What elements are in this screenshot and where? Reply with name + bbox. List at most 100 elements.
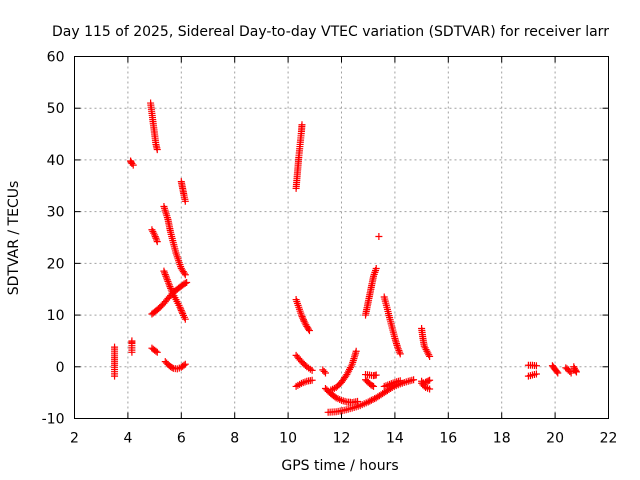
series-arc-10 bbox=[161, 358, 189, 373]
data-point-plus bbox=[566, 367, 574, 375]
x-tick-label: 16 bbox=[439, 431, 457, 447]
y-tick-label: 60 bbox=[47, 50, 65, 66]
data-point-plus bbox=[163, 274, 171, 282]
series-arc-25 bbox=[380, 377, 404, 390]
y-axis-label: SDTVAR / TECUs bbox=[6, 181, 22, 296]
data-point-plus bbox=[305, 327, 313, 335]
data-point-plus bbox=[570, 363, 578, 371]
data-point-plus bbox=[111, 372, 119, 380]
data-point-plus bbox=[183, 278, 191, 286]
data-point-plus bbox=[161, 269, 169, 277]
data-point-plus bbox=[165, 281, 173, 289]
x-tick-label: 8 bbox=[230, 431, 239, 447]
x-tick-label: 14 bbox=[386, 431, 404, 447]
data-point-plus bbox=[320, 367, 328, 375]
data-point-plus bbox=[150, 229, 158, 237]
data-point-plus bbox=[532, 362, 540, 370]
series-arc-05 bbox=[148, 226, 161, 246]
data-point-plus bbox=[181, 271, 189, 279]
series-arc-16 bbox=[319, 366, 329, 377]
series-arc-11 bbox=[177, 178, 189, 205]
data-point-plus bbox=[181, 315, 189, 323]
x-tick-label: 22 bbox=[600, 431, 618, 447]
x-tick-label: 2 bbox=[70, 431, 79, 447]
series-arc-28 bbox=[418, 376, 434, 387]
data-point-plus bbox=[153, 348, 161, 356]
data-point-plus bbox=[177, 305, 185, 313]
series-arc-20 bbox=[362, 371, 380, 380]
data-point-plus bbox=[308, 366, 316, 374]
data-point-plus bbox=[167, 286, 175, 294]
data-point-plus bbox=[165, 279, 173, 287]
data-point-plus bbox=[372, 371, 380, 379]
data-point-plus bbox=[410, 376, 418, 384]
data-point-plus bbox=[395, 346, 403, 354]
data-point-plus bbox=[375, 232, 383, 240]
data-point-plus bbox=[554, 369, 562, 377]
data-point-plus bbox=[163, 276, 171, 284]
data-point-plus bbox=[364, 398, 372, 406]
series-arc-13 bbox=[292, 296, 313, 335]
series-arc-21 bbox=[362, 376, 378, 390]
data-point-plus bbox=[553, 368, 561, 376]
series-arc-24 bbox=[380, 293, 404, 358]
series-arc-23 bbox=[375, 232, 383, 240]
data-point-plus bbox=[347, 362, 355, 370]
data-point-plus bbox=[572, 368, 580, 376]
data-point-plus bbox=[161, 271, 169, 279]
series-arc-19 bbox=[327, 347, 360, 394]
chart-title: Day 115 of 2025, Sidereal Day-to-day VTE… bbox=[52, 24, 609, 40]
series-arc-09 bbox=[160, 267, 189, 323]
series-arc-26 bbox=[418, 325, 434, 360]
plot-frame bbox=[74, 56, 609, 419]
data-point-plus bbox=[305, 325, 313, 333]
series-arc-31 bbox=[548, 362, 562, 377]
series-arc-18 bbox=[321, 385, 362, 406]
x-tick-label: 4 bbox=[123, 431, 132, 447]
x-tick-label: 6 bbox=[177, 431, 186, 447]
x-tick-label: 10 bbox=[279, 431, 297, 447]
data-point-plus bbox=[297, 311, 305, 319]
data-point-plus bbox=[151, 231, 159, 239]
data-point-plus bbox=[394, 343, 402, 351]
data-point-plus bbox=[298, 313, 306, 321]
data-point-plus bbox=[181, 360, 189, 368]
data-point-plus bbox=[299, 316, 307, 324]
series-arc-08 bbox=[160, 202, 189, 279]
data-point-plus bbox=[396, 377, 404, 385]
series-arc-02 bbox=[127, 157, 137, 169]
x-tick-labels: 2 4 6 8 10 12 14 16 18 20 22 bbox=[70, 431, 617, 447]
series-arc-15 bbox=[292, 376, 316, 390]
data-point-plus bbox=[166, 283, 174, 291]
data-point-plus bbox=[128, 348, 136, 356]
data-point-plus bbox=[151, 233, 159, 241]
data-point-plus bbox=[129, 161, 137, 169]
data-point-plus bbox=[532, 370, 540, 378]
data-point-plus bbox=[426, 385, 434, 393]
y-tick-label: 20 bbox=[47, 256, 65, 272]
data-point-plus bbox=[367, 396, 375, 404]
data-point-plus bbox=[394, 345, 402, 353]
x-tick-label: 12 bbox=[333, 431, 351, 447]
x-tick-label: 18 bbox=[493, 431, 511, 447]
series-arc-32 bbox=[562, 364, 575, 377]
series-arc-03 bbox=[128, 337, 136, 356]
y-tick-label: 50 bbox=[47, 101, 65, 117]
series-arc-12 bbox=[292, 121, 306, 192]
data-point-plus bbox=[180, 361, 188, 369]
data-point-plus bbox=[181, 279, 189, 287]
x-axis-label: GPS time / hours bbox=[281, 458, 398, 474]
data-point-plus bbox=[177, 306, 185, 314]
data-point-plus bbox=[164, 277, 172, 285]
data-point-plus bbox=[352, 347, 360, 355]
data-point-plus bbox=[370, 382, 378, 390]
y-tick-label: -10 bbox=[42, 412, 65, 428]
data-point-plus bbox=[168, 363, 176, 371]
data-point-plus bbox=[152, 347, 160, 355]
data-point-plus bbox=[176, 303, 184, 311]
data-point-plus bbox=[572, 367, 580, 375]
grid-lines bbox=[74, 56, 609, 419]
y-tick-labels: -10 0 10 20 30 40 50 60 bbox=[42, 50, 65, 428]
data-point-plus bbox=[298, 121, 306, 129]
